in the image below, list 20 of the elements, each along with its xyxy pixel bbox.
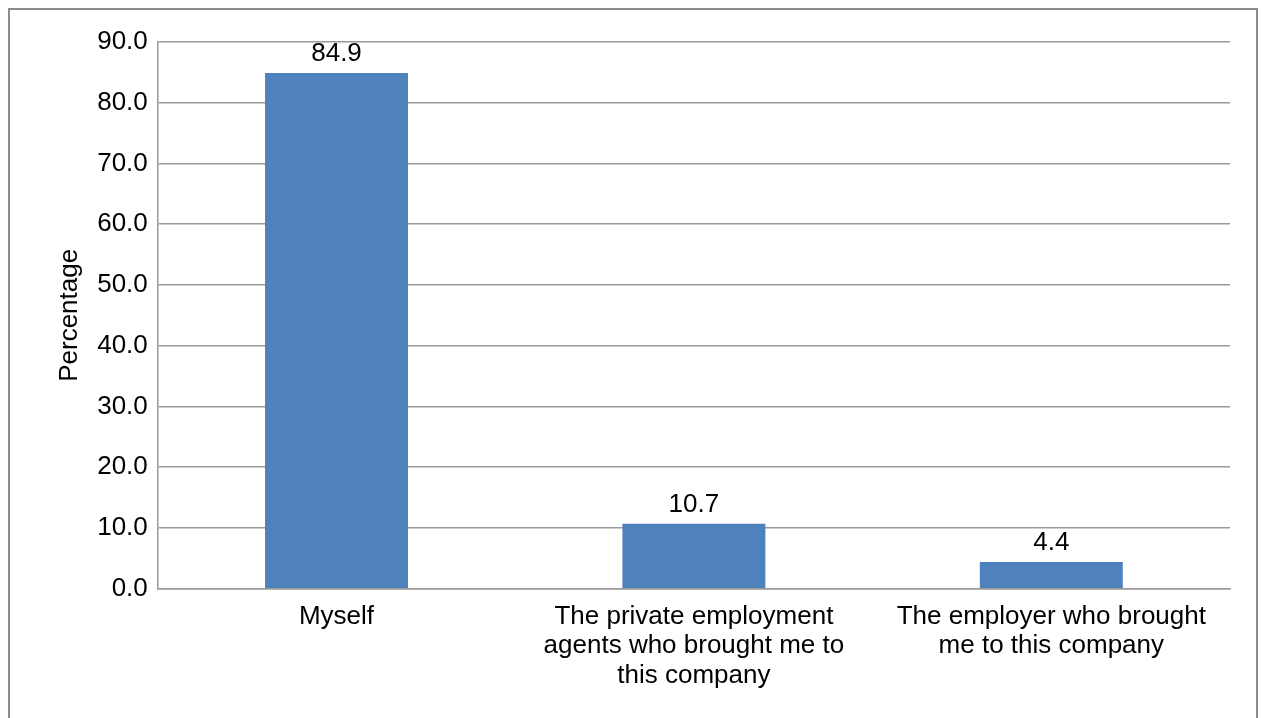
x-tick-label: The private employment agents who brought me to this company <box>543 600 845 689</box>
y-tick-label: 40.0 <box>97 328 148 359</box>
bar <box>265 72 408 588</box>
y-axis-title: Percentage <box>52 248 83 382</box>
x-tick-label: The employer who brought me to this company <box>896 600 1207 660</box>
data-label: 84.9 <box>311 37 362 68</box>
y-tick-label: 30.0 <box>97 389 148 420</box>
y-tick-label: 60.0 <box>97 207 148 238</box>
y-tick-label: 90.0 <box>97 25 148 56</box>
y-tick-label: 0.0 <box>111 571 148 602</box>
y-tick-label: 70.0 <box>97 146 148 177</box>
y-tick-label: 80.0 <box>97 85 148 116</box>
data-label: 10.7 <box>668 487 720 518</box>
y-tick-label: 10.0 <box>97 511 148 542</box>
x-tick-label: Myself <box>298 600 375 631</box>
bar <box>979 561 1123 588</box>
data-label: 4.4 <box>1033 526 1070 557</box>
y-tick-label: 20.0 <box>97 450 148 481</box>
bar <box>622 523 766 588</box>
y-tick-label: 50.0 <box>97 268 148 299</box>
